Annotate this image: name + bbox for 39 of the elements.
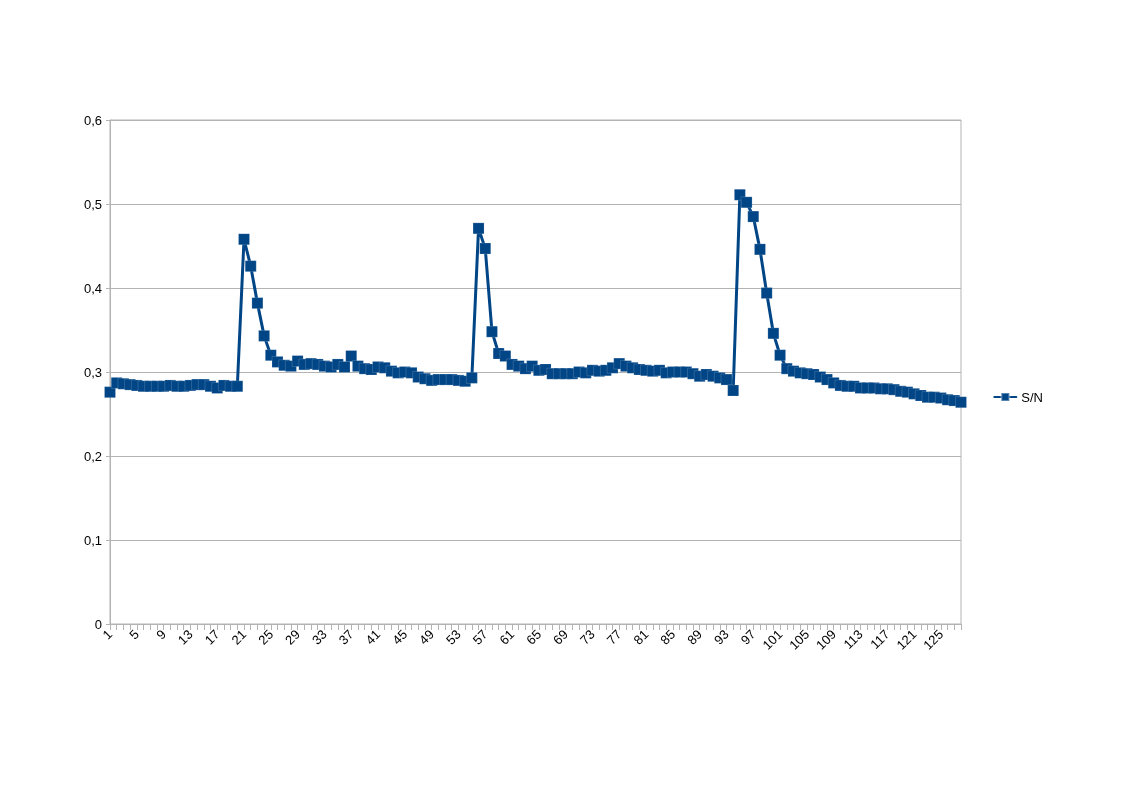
- x-tick-label: 49: [416, 626, 437, 648]
- x-tick-label: 37: [335, 626, 357, 648]
- x-tick-label: 73: [576, 626, 598, 648]
- y-tick-label: 0,6: [83, 112, 102, 128]
- x-tick-label: 121: [893, 626, 920, 653]
- x-tick-label: 57: [469, 626, 491, 648]
- x-tick-label: 125: [920, 626, 947, 653]
- x-tick-label: 85: [657, 626, 679, 648]
- x-tick-label: 81: [630, 626, 652, 648]
- x-tick-label: 101: [759, 626, 786, 653]
- x-tick-label: 5: [126, 626, 143, 643]
- x-tick-label: 61: [496, 626, 518, 648]
- x-tick-label: 65: [523, 626, 545, 648]
- x-tick-label: 21: [228, 626, 250, 648]
- x-tick-label: 45: [389, 626, 411, 648]
- x-tick-label: 77: [603, 626, 625, 648]
- x-tick-label: 93: [710, 626, 732, 648]
- x-tick-label: 29: [282, 626, 303, 648]
- x-tick-label: 13: [174, 626, 196, 648]
- x-tick-label: 33: [308, 626, 330, 648]
- x-tick-label: 53: [442, 626, 464, 648]
- y-tick-label: 0,5: [83, 196, 102, 212]
- x-tick-label: 41: [362, 626, 384, 648]
- y-tick-label: 0,1: [83, 532, 102, 548]
- x-tick-label: 109: [813, 626, 839, 653]
- x-tick-label: 117: [867, 626, 893, 652]
- x-tick-label: 89: [684, 626, 705, 648]
- x-tick-label: 97: [737, 626, 759, 648]
- x-tick-label: 69: [550, 626, 571, 648]
- x-tick-label: 113: [840, 626, 866, 652]
- y-tick-label: 0,2: [83, 448, 102, 464]
- y-tick-label: 0,3: [83, 364, 102, 380]
- x-tick-label: 9: [153, 626, 169, 643]
- x-tick-label: 25: [255, 626, 277, 648]
- y-tick-label: 0,4: [83, 280, 102, 296]
- x-tick-label: 17: [201, 626, 223, 648]
- x-tick-label: 105: [786, 626, 813, 653]
- legend-label: S/N: [1021, 389, 1043, 405]
- y-tick-label: 0: [94, 616, 102, 632]
